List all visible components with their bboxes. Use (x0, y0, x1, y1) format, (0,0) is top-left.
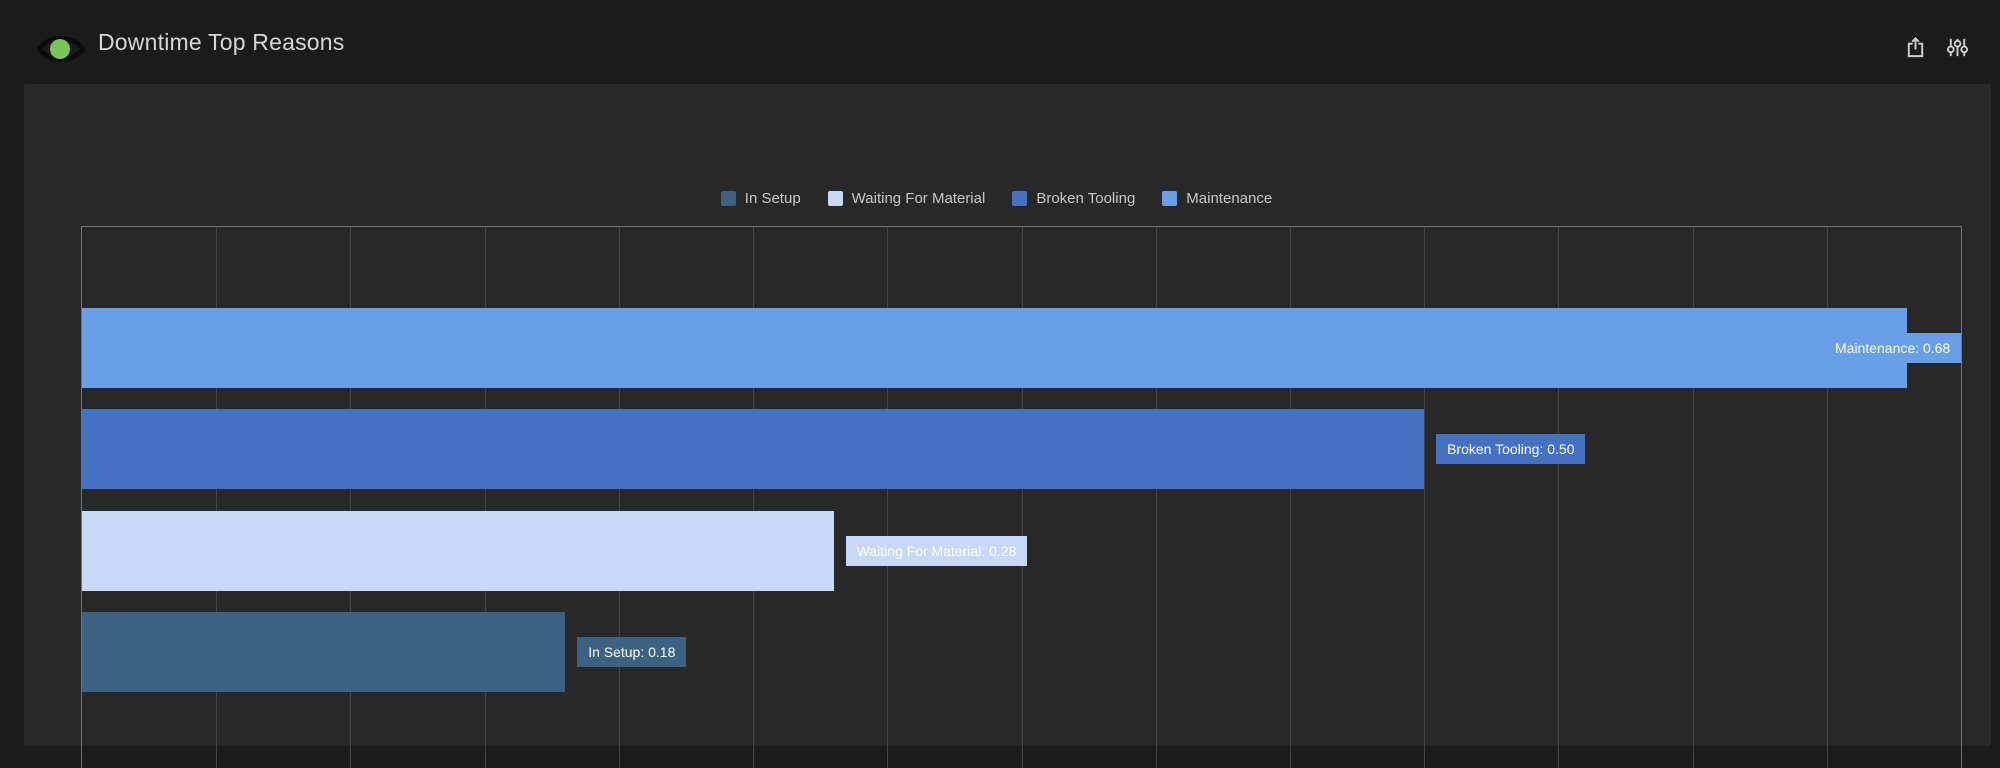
legend-swatch (1012, 191, 1028, 206)
gridline (887, 227, 889, 768)
gridline (216, 227, 218, 768)
legend-item-broken-tooling[interactable]: Broken Tooling (1012, 190, 1135, 207)
legend-swatch (720, 191, 736, 206)
bar-waiting-for-material[interactable] (82, 511, 834, 591)
bar-in-setup[interactable] (82, 612, 566, 692)
legend-label: Maintenance (1186, 190, 1273, 207)
bar-value-label: Maintenance: 0.68 (1824, 333, 1962, 363)
legend-label: Waiting For Material (851, 190, 986, 207)
legend-label: Broken Tooling (1036, 190, 1136, 207)
share-icon (1907, 36, 1923, 57)
filters-button[interactable] (1943, 33, 1971, 61)
gridline (1021, 227, 1023, 768)
export-button[interactable] (1901, 33, 1929, 61)
bar-value-label: In Setup: 0.18 (577, 637, 687, 667)
bar-value-label: Broken Tooling: 0.50 (1436, 434, 1586, 464)
legend-swatch (1162, 191, 1178, 206)
gridline (1558, 227, 1560, 768)
legend-label: In Setup (744, 190, 801, 207)
gridline (1826, 227, 1828, 768)
page-title: Downtime Top Reasons (98, 28, 345, 55)
gridline (350, 227, 352, 768)
chart-legend: In Setup Waiting For Material Broken Tooli… (57, 190, 1936, 207)
legend-swatch (827, 191, 843, 206)
legend-item-maintenance[interactable]: Maintenance (1162, 190, 1272, 207)
eye-icon (37, 36, 85, 62)
legend-item-in-setup[interactable]: In Setup (720, 190, 801, 207)
header-bar: Downtime Top Reasons (0, 0, 2000, 84)
gridline (753, 227, 755, 768)
bar-maintenance[interactable] (82, 308, 1908, 388)
gridline (618, 227, 620, 768)
legend-item-waiting-for-material[interactable]: Waiting For Material (827, 190, 986, 207)
bar-value-label: Waiting For Material: 0.28 (845, 536, 1028, 566)
bar-broken-tooling[interactable] (82, 409, 1425, 489)
sliders-icon (1946, 38, 1968, 56)
gridline (1155, 227, 1157, 768)
plot-area: Maintenance: 0.68 Broken Tooling: 0.50 Wai… (81, 226, 1962, 768)
chart-panel: In Setup Waiting For Material Broken Tooli… (24, 84, 1991, 768)
gridline (484, 227, 486, 768)
gridline (1289, 227, 1291, 768)
gridline (1424, 227, 1426, 768)
gridline (1692, 227, 1694, 768)
